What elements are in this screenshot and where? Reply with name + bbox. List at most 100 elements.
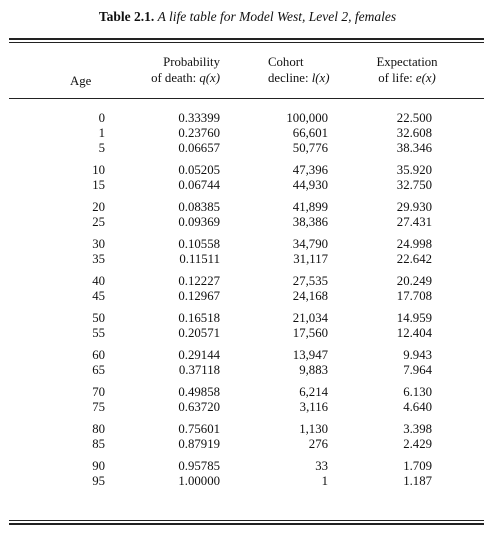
header-cohort: Cohort decline: l(x) xyxy=(268,54,358,86)
age-cell: 0 xyxy=(98,111,105,125)
probability-cell: 0.75601 xyxy=(178,422,220,436)
table-caption: Table 2.1. A life table for Model West, … xyxy=(0,9,495,25)
expectation-cell: 1.709 xyxy=(403,459,432,473)
cohort-cell: 6,214 xyxy=(299,385,328,399)
expectation-cell: 20.249 xyxy=(396,274,432,288)
probability-cell: 0.49858 xyxy=(178,385,220,399)
probability-cell: 0.12967 xyxy=(178,289,220,303)
probability-cell: 0.23760 xyxy=(178,126,220,140)
cohort-cell: 66,601 xyxy=(292,126,328,140)
cohort-cell: 38,386 xyxy=(292,215,328,229)
expectation-cell: 12.404 xyxy=(396,326,432,340)
probability-cell: 0.09369 xyxy=(178,215,220,229)
expectation-cell: 32.750 xyxy=(396,178,432,192)
probability-cell: 0.33399 xyxy=(178,111,220,125)
cohort-cell: 276 xyxy=(308,437,328,451)
header-rule xyxy=(9,98,484,99)
header-probability-line1: Probability xyxy=(163,55,220,69)
age-cell: 25 xyxy=(92,215,105,229)
probability-cell: 0.20571 xyxy=(178,326,220,340)
expectation-cell: 7.964 xyxy=(403,363,432,377)
header-expectation-line2: of life: e(x) xyxy=(378,71,436,85)
cohort-cell: 34,790 xyxy=(292,237,328,251)
probability-cell: 0.10558 xyxy=(178,237,220,251)
age-cell: 1 xyxy=(98,126,105,140)
cohort-cell: 13,947 xyxy=(292,348,328,362)
cohort-cell: 44,930 xyxy=(292,178,328,192)
header-age: Age xyxy=(70,74,92,88)
probability-cell: 0.08385 xyxy=(178,200,220,214)
age-cell: 95 xyxy=(92,474,105,488)
expectation-cell: 3.398 xyxy=(403,422,432,436)
cohort-cell: 100,000 xyxy=(286,111,328,125)
probability-cell: 0.16518 xyxy=(178,311,220,325)
cohort-cell: 17,560 xyxy=(292,326,328,340)
expectation-cell: 32.608 xyxy=(396,126,432,140)
probability-cell: 0.11511 xyxy=(179,252,220,266)
probability-cell: 0.37118 xyxy=(178,363,220,377)
age-cell: 15 xyxy=(92,178,105,192)
probability-cell: 0.29144 xyxy=(178,348,220,362)
table-number: Table 2.1. xyxy=(98,9,155,24)
age-cell: 45 xyxy=(92,289,105,303)
cohort-cell: 27,535 xyxy=(292,274,328,288)
expectation-cell: 22.642 xyxy=(396,252,432,266)
expectation-cell: 17.708 xyxy=(396,289,432,303)
age-cell: 80 xyxy=(92,422,105,436)
age-cell: 75 xyxy=(92,400,105,414)
bottom-rule-thick xyxy=(9,523,484,525)
age-cell: 40 xyxy=(92,274,105,288)
probability-cell: 0.63720 xyxy=(178,400,220,414)
expectation-cell: 24.998 xyxy=(396,237,432,251)
header-expectation-line1: Expectation xyxy=(376,55,438,69)
header-probability-line2: of death: q(x) xyxy=(151,71,220,85)
header-probability: Probability of death: q(x) xyxy=(120,54,220,86)
top-rule-thin xyxy=(9,42,484,43)
cohort-cell: 47,396 xyxy=(292,163,328,177)
age-cell: 90 xyxy=(92,459,105,473)
age-cell: 35 xyxy=(92,252,105,266)
expectation-cell: 6.130 xyxy=(403,385,432,399)
cohort-cell: 31,117 xyxy=(293,252,328,266)
expectation-cell: 2.429 xyxy=(403,437,432,451)
age-cell: 60 xyxy=(92,348,105,362)
age-cell: 5 xyxy=(98,141,105,155)
header-cohort-line2: decline: l(x) xyxy=(268,71,330,85)
expectation-cell: 14.959 xyxy=(396,311,432,325)
probability-cell: 0.12227 xyxy=(178,274,220,288)
age-cell: 10 xyxy=(92,163,105,177)
probability-cell: 0.06744 xyxy=(178,178,220,192)
expectation-cell: 27.431 xyxy=(396,215,432,229)
expectation-cell: 29.930 xyxy=(396,200,432,214)
cohort-cell: 41,899 xyxy=(292,200,328,214)
cohort-cell: 1,130 xyxy=(299,422,328,436)
probability-cell: 0.05205 xyxy=(178,163,220,177)
age-cell: 30 xyxy=(92,237,105,251)
header-expectation: Expectation of life: e(x) xyxy=(362,54,452,86)
probability-cell: 1.00000 xyxy=(178,474,220,488)
table-title: A life table for Model West, Level 2, fe… xyxy=(157,9,397,24)
probability-cell: 0.06657 xyxy=(178,141,220,155)
cohort-cell: 33 xyxy=(315,459,328,473)
expectation-cell: 1.187 xyxy=(403,474,432,488)
cohort-cell: 3,116 xyxy=(299,400,328,414)
expectation-cell: 35.920 xyxy=(396,163,432,177)
age-cell: 65 xyxy=(92,363,105,377)
age-cell: 85 xyxy=(92,437,105,451)
age-cell: 20 xyxy=(92,200,105,214)
top-rule-thick xyxy=(9,38,484,40)
age-cell: 70 xyxy=(92,385,105,399)
cohort-cell: 9,883 xyxy=(299,363,328,377)
expectation-cell: 22.500 xyxy=(396,111,432,125)
expectation-cell: 9.943 xyxy=(403,348,432,362)
bottom-rule-thin xyxy=(9,520,484,521)
probability-cell: 0.95785 xyxy=(178,459,220,473)
cohort-cell: 21,034 xyxy=(292,311,328,325)
cohort-cell: 24,168 xyxy=(292,289,328,303)
expectation-cell: 38.346 xyxy=(396,141,432,155)
cohort-cell: 50,776 xyxy=(292,141,328,155)
expectation-cell: 4.640 xyxy=(403,400,432,414)
age-cell: 55 xyxy=(92,326,105,340)
header-cohort-line1: Cohort xyxy=(268,55,304,69)
